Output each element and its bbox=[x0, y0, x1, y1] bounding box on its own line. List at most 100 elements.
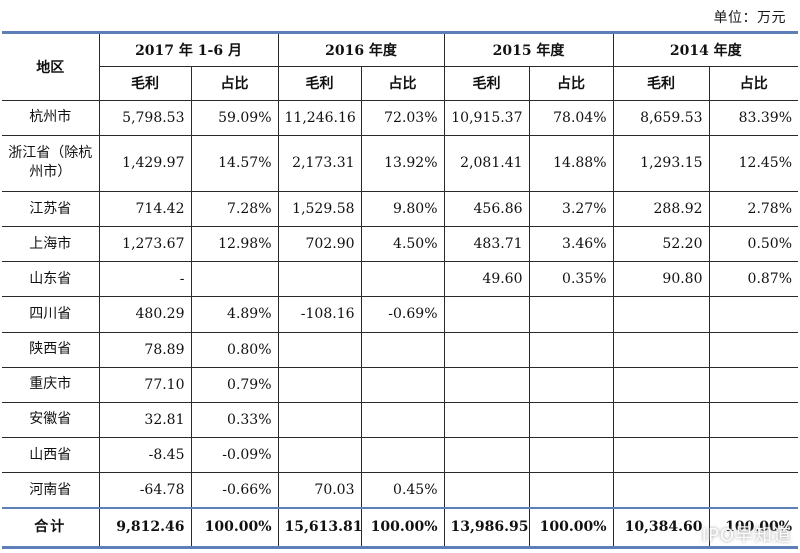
profit-cell: 52.20 bbox=[612, 226, 710, 263]
profit-cell: 5,798.53 bbox=[98, 99, 192, 136]
profit-cell bbox=[443, 296, 530, 333]
gross-profit-by-region-table: 地区 2017 年 1-6 月 2016 年度 2015 年度 2014 年度 … bbox=[2, 34, 799, 546]
share-cell bbox=[190, 261, 279, 298]
table-row: 山西省 -8.45 -0.09% bbox=[2, 436, 799, 474]
period-header-2016: 2016 年度 bbox=[277, 34, 445, 67]
profit-column-header: 毛利 bbox=[277, 65, 362, 101]
share-column-header: 占比 bbox=[190, 65, 279, 101]
share-cell: 12.98% bbox=[190, 226, 279, 263]
total-share-cell: 100.00% bbox=[190, 506, 279, 546]
share-cell bbox=[360, 436, 445, 474]
share-cell: 13.92% bbox=[360, 134, 445, 192]
table-row: 杭州市 5,798.53 59.09% 11,246.16 72.03% 10,915.3… bbox=[2, 99, 799, 136]
profit-cell bbox=[612, 366, 710, 403]
share-column-header: 占比 bbox=[528, 65, 614, 101]
region-cell: 山西省 bbox=[2, 436, 100, 474]
total-profit-cell: 10,384.60 bbox=[612, 506, 710, 546]
region-cell: 河南省 bbox=[2, 472, 100, 509]
share-cell bbox=[528, 366, 614, 403]
region-cell: 上海市 bbox=[2, 226, 100, 263]
share-cell: 0.80% bbox=[190, 331, 279, 368]
share-cell: 78.04% bbox=[528, 99, 614, 136]
total-profit-cell: 9,812.46 bbox=[98, 506, 192, 546]
share-cell: 83.39% bbox=[708, 99, 799, 136]
profit-cell: 32.81 bbox=[98, 401, 192, 439]
table-row: 河南省 -64.78 -0.66% 70.03 0.45% bbox=[2, 472, 799, 509]
share-cell bbox=[708, 296, 799, 333]
profit-cell bbox=[277, 401, 362, 439]
table-row: 安徽省 32.81 0.33% bbox=[2, 401, 799, 439]
gross-profit-table-frame: 地区 2017 年 1-6 月 2016 年度 2015 年度 2014 年度 … bbox=[2, 31, 799, 549]
share-cell: 0.79% bbox=[190, 366, 279, 403]
total-share-cell: 100.00% bbox=[528, 506, 614, 546]
profit-cell: 714.42 bbox=[98, 190, 192, 228]
table-row: 重庆市 77.10 0.79% bbox=[2, 366, 799, 403]
profit-cell: 70.03 bbox=[277, 472, 362, 509]
share-cell: 14.57% bbox=[190, 134, 279, 192]
profit-cell bbox=[277, 331, 362, 368]
share-cell bbox=[708, 401, 799, 439]
region-cell: 山东省 bbox=[2, 261, 100, 298]
region-cell: 安徽省 bbox=[2, 401, 100, 439]
profit-column-header: 毛利 bbox=[612, 65, 710, 101]
share-cell bbox=[360, 366, 445, 403]
share-cell bbox=[528, 331, 614, 368]
share-cell bbox=[708, 366, 799, 403]
profit-cell: 10,915.37 bbox=[443, 99, 530, 136]
table-row: 浙江省（除杭州市） 1,429.97 14.57% 2,173.31 13.92% 2,0… bbox=[2, 134, 799, 192]
profit-cell: 456.86 bbox=[443, 190, 530, 228]
profit-cell: 90.80 bbox=[612, 261, 710, 298]
share-cell bbox=[360, 331, 445, 368]
share-cell bbox=[708, 331, 799, 368]
region-column-header: 地区 bbox=[2, 34, 100, 101]
profit-cell bbox=[612, 472, 710, 509]
profit-cell: 49.60 bbox=[443, 261, 530, 298]
profit-cell bbox=[612, 331, 710, 368]
profit-cell bbox=[612, 401, 710, 439]
share-cell: 9.80% bbox=[360, 190, 445, 228]
profit-cell bbox=[277, 366, 362, 403]
share-cell: 59.09% bbox=[190, 99, 279, 136]
profit-cell: 2,081.41 bbox=[443, 134, 530, 192]
share-cell: 0.35% bbox=[528, 261, 614, 298]
profit-cell: 1,273.67 bbox=[98, 226, 192, 263]
share-cell bbox=[528, 472, 614, 509]
share-cell: 0.33% bbox=[190, 401, 279, 439]
table-row: 江苏省 714.42 7.28% 1,529.58 9.80% 456.86 3.27% 28… bbox=[2, 190, 799, 228]
profit-cell: 2,173.31 bbox=[277, 134, 362, 192]
profit-cell bbox=[443, 472, 530, 509]
share-cell bbox=[708, 436, 799, 474]
share-cell: 12.45% bbox=[708, 134, 799, 192]
profit-column-header: 毛利 bbox=[99, 65, 192, 101]
table-body: 杭州市 5,798.53 59.09% 11,246.16 72.03% 10,915.3… bbox=[2, 99, 799, 546]
period-header-2015: 2015 年度 bbox=[443, 34, 614, 67]
profit-cell: 483.71 bbox=[443, 226, 530, 263]
profit-cell: 77.10 bbox=[98, 366, 192, 403]
unit-label: 单位：万元 bbox=[713, 10, 786, 26]
share-cell: 3.27% bbox=[528, 190, 614, 228]
total-share-cell: 100.00% bbox=[360, 506, 445, 546]
share-cell: 0.50% bbox=[708, 226, 799, 263]
profit-cell: 1,529.58 bbox=[277, 190, 362, 228]
share-cell: -0.66% bbox=[190, 472, 279, 509]
share-cell: 4.50% bbox=[360, 226, 445, 263]
table-row: 山东省 - 49.60 0.35% 90.80 0.87% bbox=[2, 261, 799, 298]
profit-column-header: 毛利 bbox=[443, 65, 530, 101]
share-cell bbox=[528, 401, 614, 439]
share-cell bbox=[708, 472, 799, 509]
region-cell: 四川省 bbox=[2, 296, 100, 333]
share-cell bbox=[360, 401, 445, 439]
period-header-2014: 2014 年度 bbox=[612, 34, 799, 67]
profit-cell: 1,429.97 bbox=[98, 134, 192, 192]
profit-cell bbox=[443, 366, 530, 403]
share-cell: 14.88% bbox=[528, 134, 614, 192]
profit-cell bbox=[612, 296, 710, 333]
region-cell: 江苏省 bbox=[2, 190, 100, 228]
region-cell: 重庆市 bbox=[2, 366, 100, 403]
share-column-header: 占比 bbox=[360, 65, 445, 101]
total-profit-cell: 15,613.81 bbox=[277, 506, 362, 546]
profit-cell: - bbox=[98, 261, 192, 298]
region-cell: 浙江省（除杭州市） bbox=[2, 134, 100, 192]
profit-cell: -8.45 bbox=[98, 436, 192, 474]
profit-cell: 78.89 bbox=[98, 331, 192, 368]
